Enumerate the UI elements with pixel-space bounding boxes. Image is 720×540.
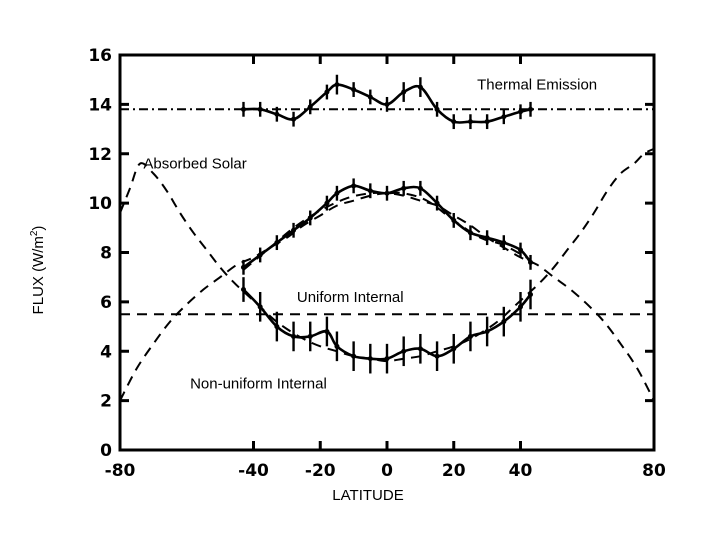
data-point (501, 319, 507, 325)
data-point (451, 119, 457, 125)
data-point (467, 119, 473, 125)
annotation-0: Thermal Emission (477, 77, 597, 94)
x-tick-label: 80 (642, 461, 666, 481)
data-point (324, 89, 330, 95)
y-tick-label: 0 (100, 441, 112, 461)
x-tick-label: 40 (509, 461, 533, 481)
y-tick-label: 12 (88, 145, 112, 165)
data-point (401, 185, 407, 191)
data-point (417, 346, 423, 352)
y-axis-label-close: ) (30, 226, 47, 231)
series-line-6 (119, 192, 655, 402)
data-point (528, 106, 534, 112)
data-point (367, 94, 373, 100)
data-point (334, 82, 340, 88)
data-point (240, 287, 246, 293)
data-point (434, 353, 440, 359)
data-point (417, 84, 423, 90)
y-axis-label-main: FLUX (W/m (30, 236, 47, 314)
y-tick-label: 2 (100, 392, 112, 412)
data-point (518, 247, 523, 253)
data-point (401, 89, 407, 95)
data-point (501, 114, 507, 120)
data-point (367, 188, 373, 194)
data-point (334, 343, 340, 349)
data-point (291, 333, 297, 339)
y-axis-label-sup: 2 (29, 230, 40, 236)
data-point (274, 111, 280, 117)
data-point (401, 348, 407, 354)
data-point (467, 333, 473, 339)
data-point (324, 200, 330, 206)
annotation-3: Non-uniform Internal (190, 375, 327, 392)
data-point (291, 116, 297, 122)
data-point (417, 185, 423, 191)
data-point (324, 329, 330, 334)
annotation-1: Absorbed Solar (143, 156, 246, 173)
data-point (351, 87, 357, 93)
data-point (384, 356, 390, 362)
data-point (307, 104, 313, 110)
x-axis-label: LATITUDE (332, 487, 403, 504)
data-point (291, 227, 297, 233)
x-tick-label: 20 (442, 461, 466, 481)
x-tick-label: -40 (238, 461, 269, 481)
annotation-2: Uniform Internal (297, 289, 404, 306)
series-line-3 (242, 191, 531, 271)
y-tick-label: 14 (88, 95, 112, 115)
data-point (274, 324, 280, 330)
data-point (307, 333, 313, 339)
y-tick-label: 4 (100, 342, 112, 362)
data-point (518, 304, 523, 310)
data-point (484, 329, 490, 334)
data-point (240, 106, 246, 112)
y-tick-label: 8 (100, 244, 112, 264)
data-point (484, 119, 490, 125)
y-tick-label: 10 (88, 194, 112, 214)
y-axis-label: FLUX (W/m2) (29, 226, 47, 315)
x-tick-label: -80 (105, 461, 136, 481)
series-line-7 (119, 147, 655, 363)
x-tick-label: 0 (381, 461, 393, 481)
data-point (351, 183, 357, 189)
data-point (518, 109, 523, 115)
y-tick-label: 6 (100, 293, 112, 313)
data-point (334, 190, 340, 196)
y-tick-label: 16 (88, 46, 112, 66)
data-point (384, 101, 390, 107)
x-tick-label: -20 (305, 461, 336, 481)
